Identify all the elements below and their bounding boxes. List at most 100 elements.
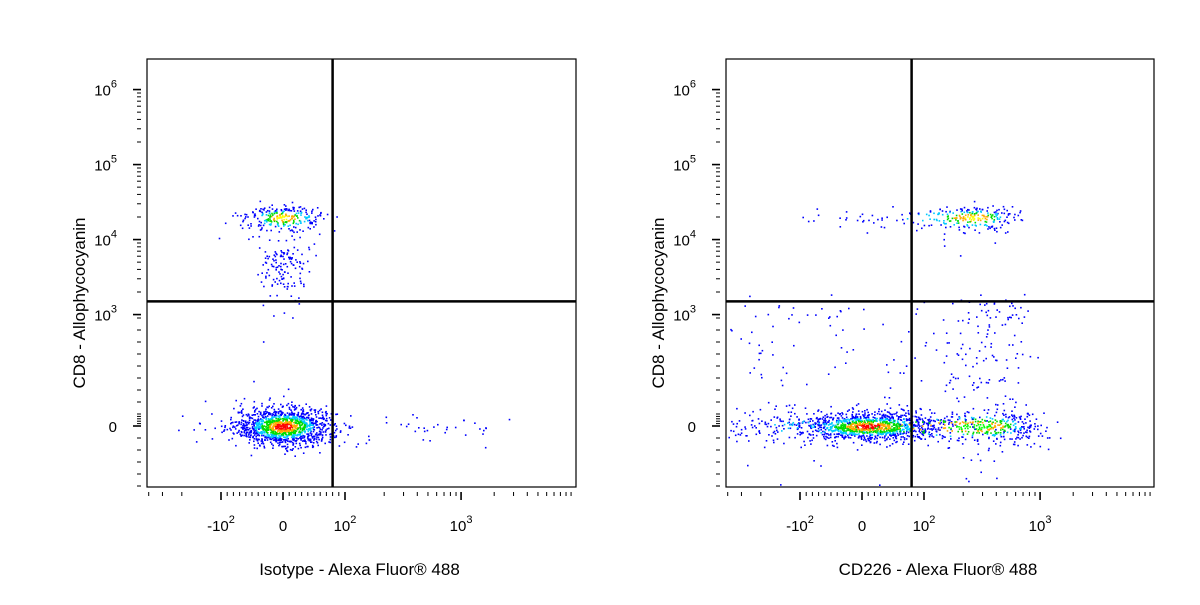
event-point (891, 416, 893, 419)
event-point (271, 215, 273, 218)
event-point (281, 411, 284, 414)
event-point (889, 434, 891, 436)
event-point (296, 420, 299, 423)
event-point (938, 220, 941, 222)
event-point (889, 412, 891, 415)
event-point (311, 422, 313, 424)
event-point (321, 422, 324, 424)
event-point (276, 266, 279, 268)
event-point (889, 387, 892, 389)
event-point (880, 419, 882, 422)
event-point (896, 440, 898, 443)
event-point (823, 435, 825, 438)
event-point (845, 418, 848, 421)
event-point (437, 423, 439, 426)
event-point (315, 421, 317, 424)
event-point (886, 428, 888, 430)
event-point (900, 414, 902, 417)
event-point (300, 222, 302, 224)
event-point (966, 423, 969, 426)
event-point (291, 449, 293, 451)
event-point (303, 285, 305, 288)
event-point (262, 213, 264, 216)
event-point (947, 447, 950, 449)
event-point (868, 437, 870, 440)
event-point (267, 218, 270, 220)
event-point (927, 433, 930, 435)
event-point (307, 226, 310, 229)
event-point (800, 427, 803, 429)
event-point (837, 435, 839, 438)
event-point (299, 426, 301, 428)
event-point (858, 431, 861, 433)
event-point (749, 372, 751, 374)
event-point (864, 410, 866, 412)
event-point (999, 434, 1002, 436)
event-point (773, 441, 775, 444)
event-point (1003, 429, 1006, 432)
event-point (788, 404, 791, 407)
event-point (261, 426, 263, 428)
event-point (858, 413, 860, 415)
event-point (267, 257, 269, 260)
event-point (238, 422, 240, 425)
event-point (864, 425, 867, 428)
event-point (870, 426, 872, 429)
event-point (271, 434, 274, 437)
event-point (992, 427, 994, 430)
event-point (835, 334, 837, 337)
event-point (861, 410, 864, 413)
event-point (291, 257, 293, 259)
event-point (847, 436, 850, 438)
event-point (827, 421, 830, 423)
event-point (279, 255, 282, 258)
event-point (276, 294, 278, 297)
event-point (1021, 322, 1023, 324)
y-axis-title: CD8 - Allophycocyanin (649, 217, 668, 388)
event-point (1003, 377, 1006, 379)
event-point (1040, 424, 1042, 427)
event-point (291, 413, 293, 415)
event-point (232, 215, 234, 217)
event-point (909, 212, 911, 214)
event-point (856, 433, 858, 436)
x-axis-title: Isotype - Alexa Fluor® 488 (259, 560, 460, 579)
event-point (964, 430, 967, 433)
event-point (327, 422, 330, 425)
event-point (325, 405, 328, 407)
event-point (1031, 413, 1034, 416)
event-point (294, 218, 296, 220)
event-point (779, 420, 782, 422)
event-point (343, 422, 346, 425)
event-point (1007, 419, 1009, 422)
event-point (943, 222, 945, 224)
event-point (840, 431, 842, 434)
event-point (446, 426, 448, 429)
event-point (957, 418, 959, 421)
event-point (986, 412, 989, 414)
event-point (273, 421, 275, 423)
event-point (1059, 437, 1062, 440)
event-point (927, 425, 929, 427)
event-point (315, 218, 317, 221)
event-point (830, 429, 833, 432)
event-point (999, 423, 1002, 426)
event-point (1006, 424, 1008, 426)
event-point (973, 426, 976, 428)
event-point (255, 430, 258, 432)
event-point (280, 403, 282, 406)
event-point (248, 442, 250, 444)
event-point (309, 419, 312, 421)
event-point (325, 434, 327, 436)
event-point (1003, 414, 1005, 416)
event-point (223, 430, 225, 432)
event-point (962, 217, 964, 220)
event-point (872, 416, 875, 419)
event-point (1025, 422, 1027, 424)
event-point (879, 413, 881, 416)
event-point (280, 422, 282, 425)
event-point (767, 313, 770, 316)
event-point (886, 425, 889, 427)
event-point (902, 408, 904, 411)
event-point (235, 399, 237, 402)
